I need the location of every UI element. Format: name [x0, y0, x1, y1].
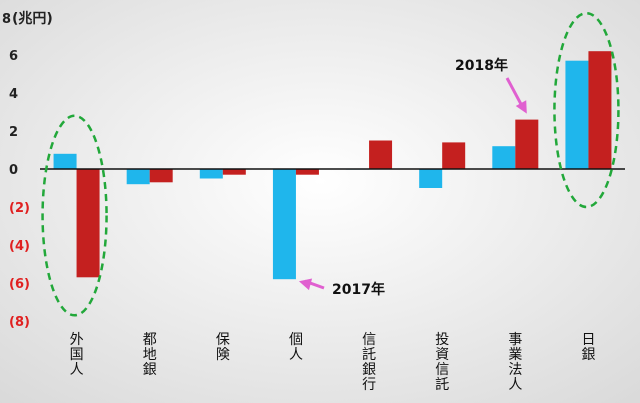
highlight-ellipse-7: [553, 11, 620, 209]
highlight-ellipse-0: [41, 114, 108, 317]
annotation-arrow-head-1: [515, 100, 527, 114]
bar-2018e5b9b4-1: [149, 169, 173, 183]
y-tick-label: (6): [9, 277, 30, 292]
bar-2018e5b9b4-4: [369, 140, 393, 169]
bar-2017e5b9b4-1: [126, 169, 150, 185]
annotation-label-0: 2017年: [332, 281, 385, 298]
x-category-label: 保険: [216, 332, 230, 363]
annotation-label-1: 2018年: [455, 57, 508, 74]
bar-2018e5b9b4-6: [515, 119, 539, 169]
x-category-label: 日銀: [581, 332, 595, 363]
x-category-label: 都地銀: [143, 332, 157, 378]
bar-2017e5b9b4-0: [53, 153, 77, 169]
bar-2017e5b9b4-5: [419, 169, 443, 188]
x-category-label: 投資信託: [435, 332, 449, 393]
y-tick-label: 6: [9, 49, 18, 64]
bar-2018e5b9b4-3: [295, 169, 319, 175]
y-tick-label: (4): [9, 239, 30, 254]
bar-2018e5b9b4-0: [76, 169, 100, 278]
y-tick-label: 0: [9, 163, 18, 178]
y-axis-unit-label: (兆円): [12, 11, 53, 27]
bar-2018e5b9b4-5: [442, 142, 466, 169]
bar-2018e5b9b4-2: [222, 169, 246, 175]
bar-2017e5b9b4-3: [272, 169, 296, 280]
bar-2018e5b9b4-7: [588, 51, 612, 170]
annotation-arrow-head-0: [298, 278, 313, 291]
x-category-label: 信託銀行: [362, 332, 376, 393]
x-category-label: 事業法人: [508, 332, 522, 393]
bar-2017e5b9b4-7: [565, 60, 589, 170]
bar-2017e5b9b4-2: [199, 169, 223, 179]
y-tick-label: (2): [9, 201, 30, 216]
y-tick-label: 2: [9, 125, 18, 140]
annotation-arrow-line-1: [505, 77, 525, 109]
x-category-label: 個人: [289, 332, 303, 363]
bar-2017e5b9b4-6: [492, 146, 516, 169]
y-tick-label: (8): [9, 315, 30, 330]
y-tick-label: 4: [9, 87, 18, 102]
x-category-label: 外国人: [70, 332, 84, 378]
y-tick-label: 8: [2, 12, 11, 27]
